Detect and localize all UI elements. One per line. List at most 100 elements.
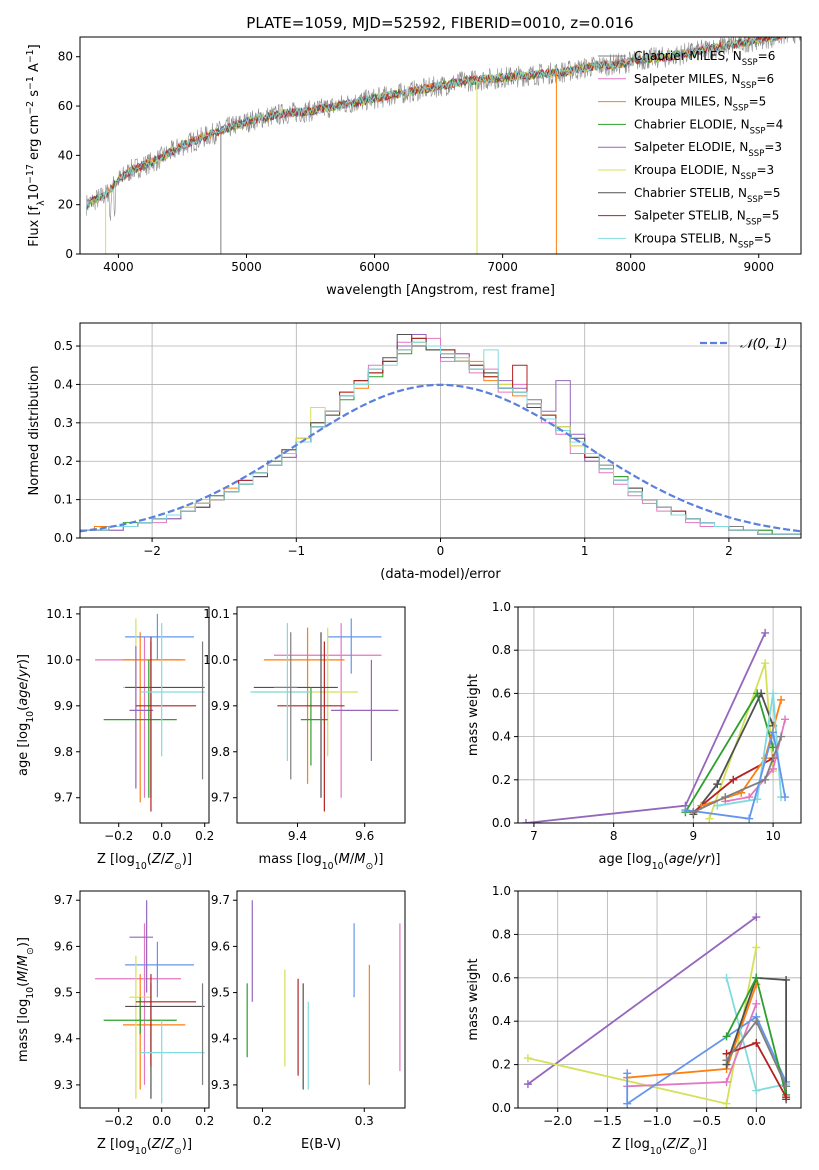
legend-n-sub: SSP <box>747 195 763 205</box>
y-tick-label: 0.4 <box>54 377 73 391</box>
panel-frame <box>517 890 802 1109</box>
label-part: M <box>339 852 350 867</box>
spectrum-lines <box>85 37 801 254</box>
label-part: λ <box>36 200 47 206</box>
y-tick-label: 10.0 <box>203 653 230 667</box>
label-part: ( <box>334 852 339 867</box>
legend-n-value: =5 <box>762 209 780 223</box>
x-tick-label: 7000 <box>487 260 518 274</box>
label-part: )] <box>182 852 192 867</box>
weight-point-marker <box>752 973 761 982</box>
label-part: ( <box>16 982 31 987</box>
label-part: Z [log <box>97 1137 135 1152</box>
x-axis-label: age [log10(age/yr)] <box>598 852 720 872</box>
panel-frame <box>79 890 210 1109</box>
legend-n: , N <box>724 163 741 177</box>
label-part: M <box>16 971 31 982</box>
y-tick-label: 9.3 <box>54 1078 73 1092</box>
label-part: age [log <box>16 723 31 776</box>
weight-point-marker <box>623 1099 632 1108</box>
weight-point-marker <box>729 775 738 784</box>
weight-point-marker <box>521 819 530 823</box>
legend-n-sub: SSP <box>733 104 749 114</box>
legend-n-sub: SSP <box>750 126 766 136</box>
y-tick-label: 0.0 <box>492 1101 511 1115</box>
weight-point-marker <box>681 806 690 815</box>
label-part: ⊙ <box>366 861 374 872</box>
y-axis-label: mass [log10(M/M⊙)] <box>16 937 36 1062</box>
panel-frame <box>236 890 406 1109</box>
x-axis-label: E(B-V) <box>301 1137 341 1152</box>
label-part: Z <box>164 852 175 867</box>
axis-ticks: 9.4 9.6 9.7 9.8 9.9 10.0 10.1 <box>203 607 374 843</box>
legend-n-value: =3 <box>756 163 774 177</box>
label-part: −1 <box>25 49 36 63</box>
label-part: / <box>16 677 31 682</box>
y-tick-label: 9.6 <box>54 939 73 953</box>
y-tick-label: 9.7 <box>211 791 230 805</box>
weight-point-marker <box>752 999 761 1008</box>
label-part: M <box>16 955 31 966</box>
label-part: 10 <box>135 1146 147 1157</box>
legend-label: Kroupa STELIB <box>634 231 721 245</box>
x-tick-label: −1.0 <box>642 1114 671 1128</box>
weight-series-line <box>692 691 774 815</box>
y-tick-label: 10.0 <box>46 653 73 667</box>
y-axis-label: Normed distribution <box>27 366 42 496</box>
label-part: ⊙ <box>689 1146 697 1157</box>
weight-point-marker <box>761 775 770 784</box>
errorbar-plot <box>250 618 399 812</box>
label-part: −2 <box>25 101 36 115</box>
figure-title: PLATE=1059, MJD=52592, FIBERID=0010, z=0… <box>246 14 633 32</box>
y-tick-label: 0.2 <box>492 1058 511 1072</box>
label-part: Z <box>679 1137 690 1152</box>
y-tick-label: 9.8 <box>211 745 230 759</box>
y-tick-label: 80 <box>58 50 73 64</box>
y-tick-label: 0.0 <box>492 816 511 830</box>
legend-n-value: =5 <box>763 186 781 200</box>
label-part: / <box>350 852 355 867</box>
weight-series-line <box>693 736 782 814</box>
label-part: )] <box>16 937 31 947</box>
label-part: age <box>16 682 31 706</box>
spectrum-frame <box>79 36 802 255</box>
histogram-frame <box>79 322 802 539</box>
y-axis-label: Flux [fλ10−17 erg cm−2 s−1 A−1] <box>25 44 47 246</box>
label-part: age [log <box>598 852 651 867</box>
y-tick-label: 9.5 <box>54 986 73 1000</box>
x-tick-label: 9.6 <box>355 829 374 843</box>
weight-point-marker <box>623 1069 632 1078</box>
label-part: yr <box>696 852 712 867</box>
label-part: Z <box>151 1137 162 1152</box>
errorbar-plot <box>95 613 205 812</box>
label-part: Z [log <box>97 852 135 867</box>
label-part: / <box>693 852 698 867</box>
weight-point-marker <box>721 793 730 802</box>
y-tick-label: 9.4 <box>54 1032 73 1046</box>
legend-label: Chabrier MILES <box>634 49 725 63</box>
weight-point-marker <box>777 732 786 741</box>
label-part: 10 <box>25 711 36 723</box>
label-part: ⊙ <box>174 1146 182 1157</box>
label-part: / <box>161 1137 166 1152</box>
legend-n: , N <box>733 117 750 131</box>
weight-point-marker <box>761 659 770 668</box>
weight-point-marker <box>781 793 790 802</box>
label-part: −17 <box>25 164 36 184</box>
legend-n: , N <box>724 72 741 86</box>
weight-point-marker <box>689 808 698 817</box>
legend-label: Kroupa MILES <box>634 95 716 109</box>
x-tick-label: 8 <box>610 829 618 843</box>
label-part: ⊙ <box>25 947 36 955</box>
label-part: erg cm <box>27 115 42 164</box>
label-part: ( <box>662 1137 667 1152</box>
y-tick-label: 0.4 <box>492 730 511 744</box>
residual-histogram-panel: −2 −1 0 1 2 0.0 0.1 0.2 0.3 0.4 0.5 (data-model)/er… <box>27 322 802 582</box>
y-tick-label: 20 <box>58 198 73 212</box>
axis-ticks: 0.2 0.3 9.3 9.4 9.5 9.6 9.7 <box>211 893 374 1128</box>
legend-n-sub: SSP <box>738 240 754 250</box>
weight-series-line <box>626 1015 787 1106</box>
x-tick-label: 7 <box>530 829 538 843</box>
legend-n-sub: SSP <box>742 58 758 68</box>
